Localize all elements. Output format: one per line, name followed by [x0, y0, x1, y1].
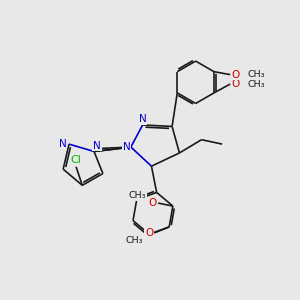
Text: CH₃: CH₃ [247, 80, 265, 88]
Text: O: O [231, 70, 240, 80]
Text: N: N [123, 142, 130, 152]
Text: O: O [145, 228, 153, 238]
Text: N: N [139, 114, 146, 124]
Text: CH₃: CH₃ [247, 70, 265, 79]
Text: N: N [93, 141, 101, 151]
Text: O: O [149, 198, 157, 208]
Text: N: N [59, 139, 66, 149]
Text: CH₃: CH₃ [125, 236, 142, 245]
Text: Cl: Cl [71, 155, 82, 165]
Text: O: O [231, 79, 240, 89]
Text: CH₃: CH₃ [129, 191, 146, 200]
